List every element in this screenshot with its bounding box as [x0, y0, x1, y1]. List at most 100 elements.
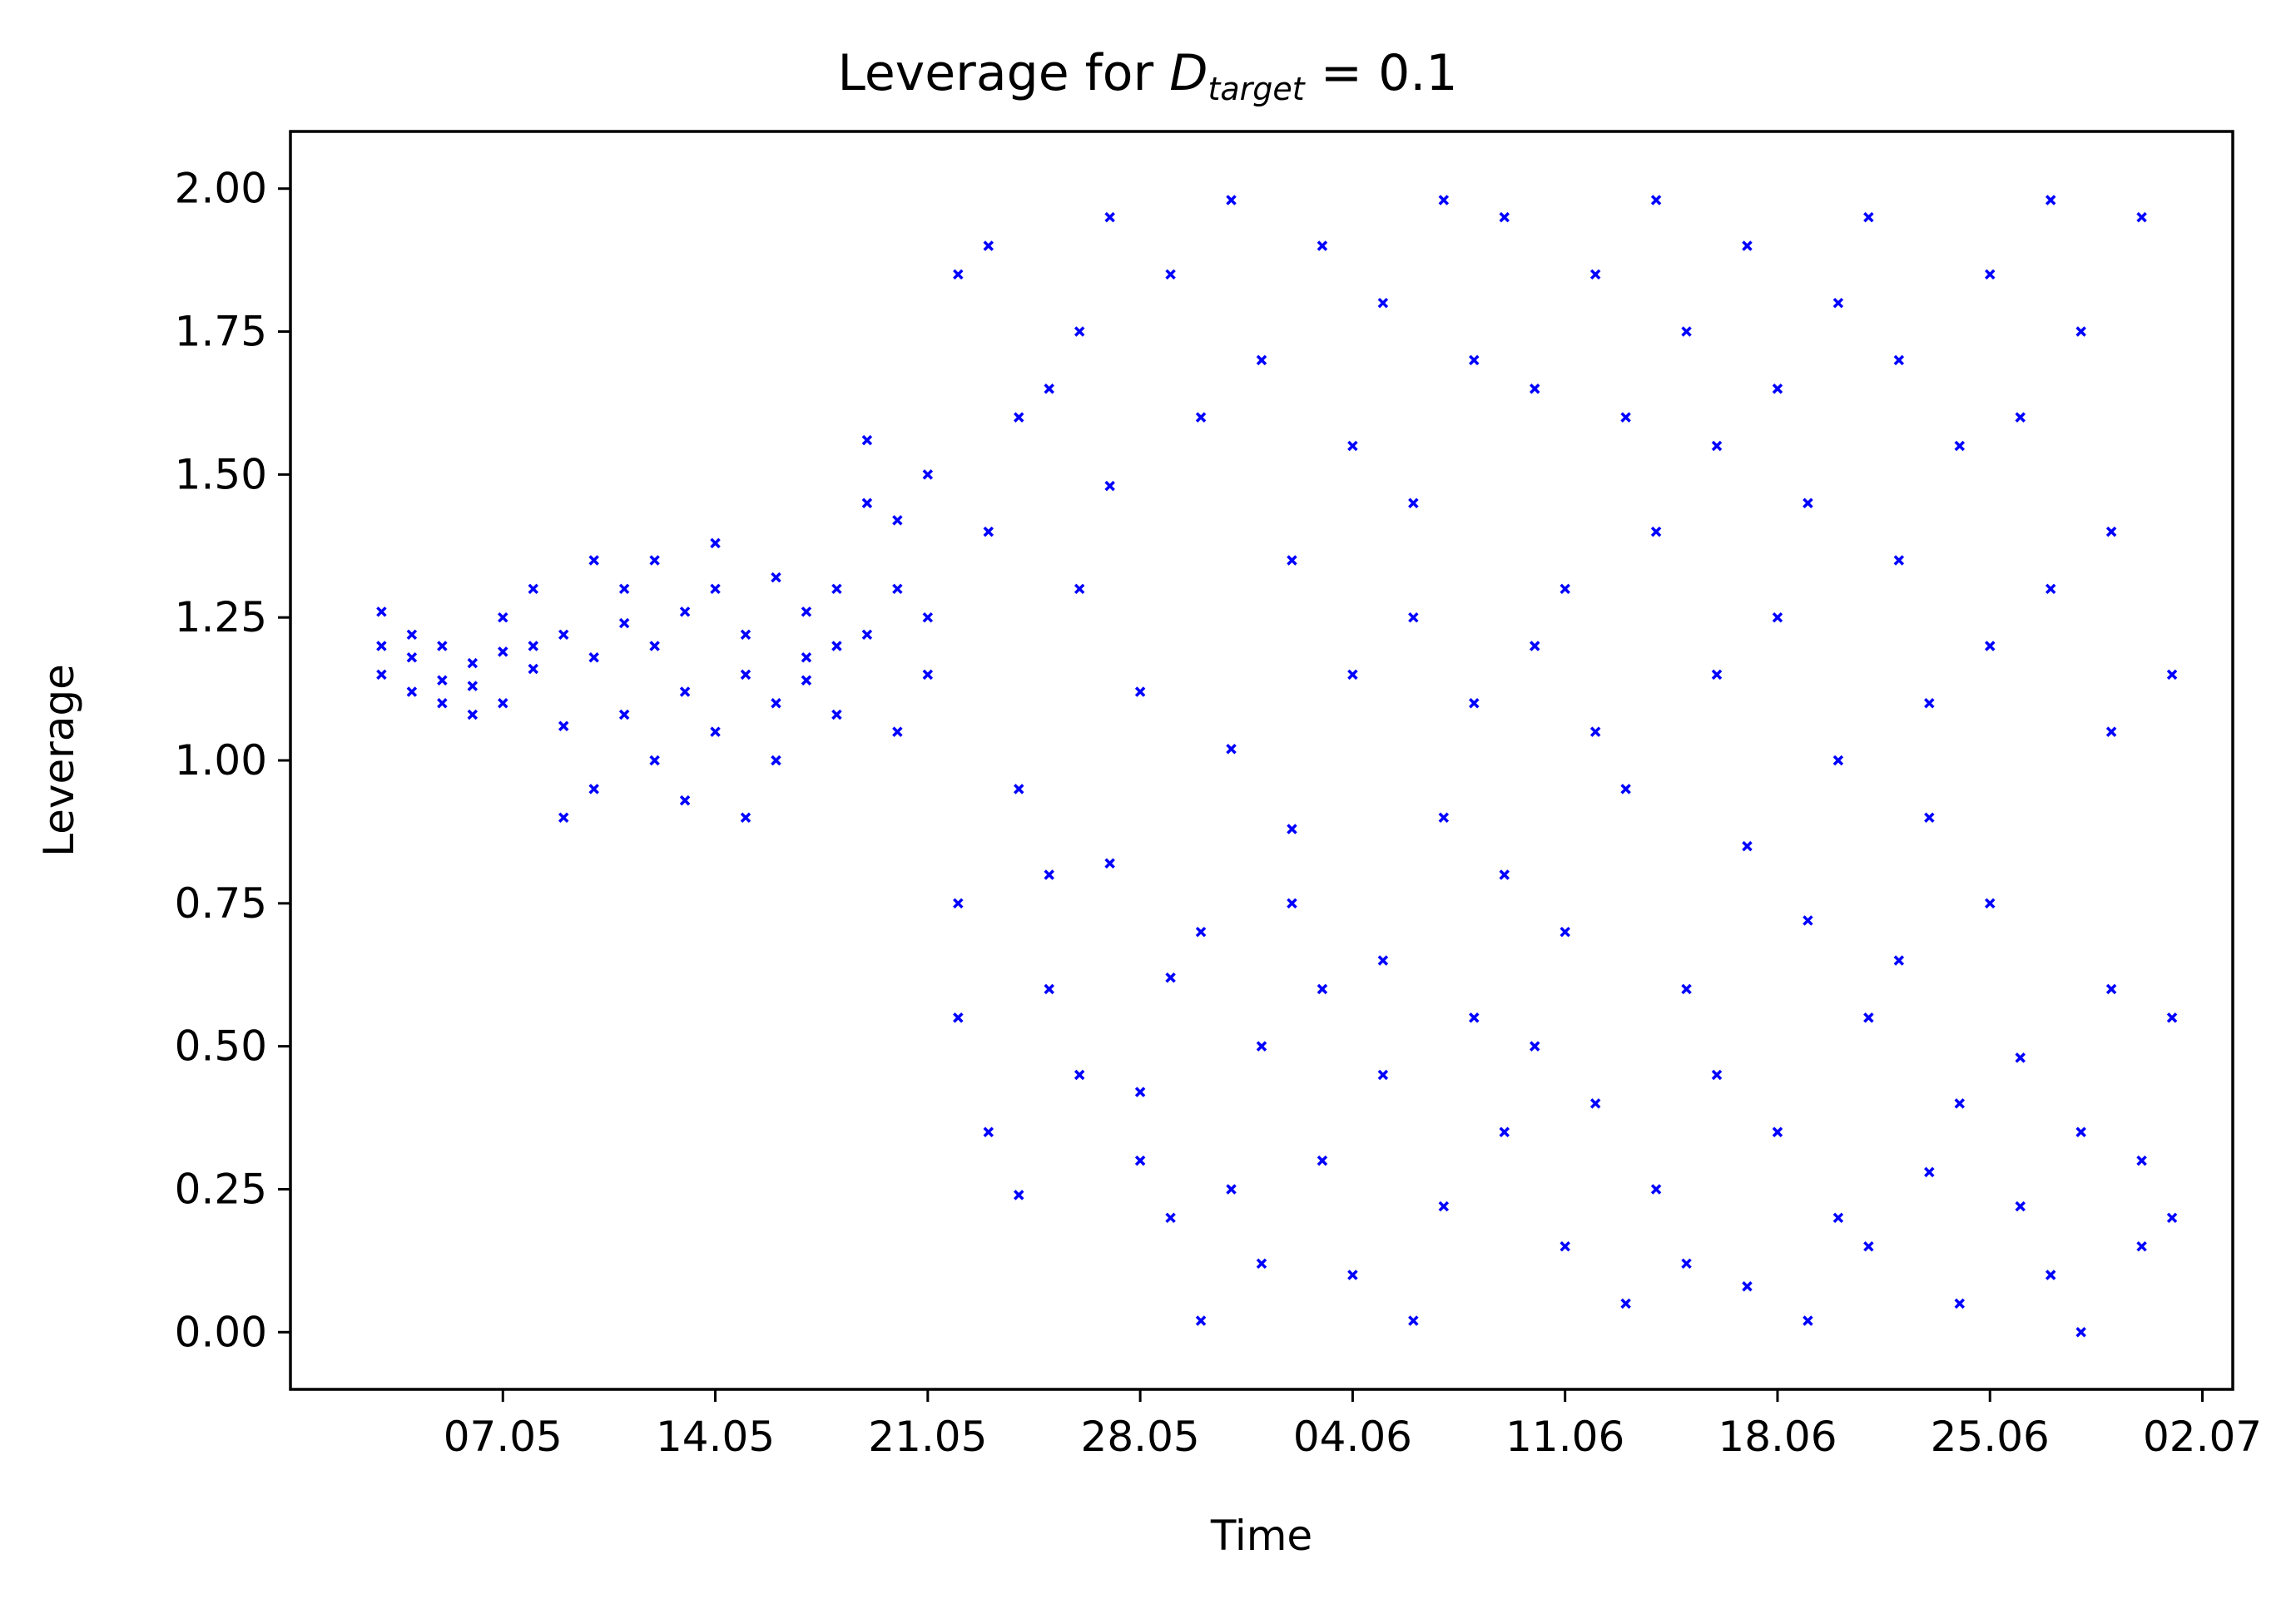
x-tick-label: 18.06 [1718, 1413, 1837, 1461]
chart-title: Leverage for Dtarget = 0.1 [837, 44, 1457, 107]
x-tick-label: 11.06 [1505, 1413, 1624, 1461]
y-tick-label: 0.25 [175, 1165, 267, 1213]
y-tick-label: 0.50 [175, 1022, 267, 1071]
data-point [467, 709, 479, 720]
data-point [1408, 1315, 1419, 1326]
data-point [1742, 840, 1753, 852]
data-point [2075, 326, 2086, 337]
data-point [1560, 926, 1570, 938]
data-point [1377, 1069, 1389, 1081]
data-point [1924, 698, 1935, 709]
data-point [2136, 211, 2147, 223]
data-point [2075, 1327, 2086, 1338]
data-point [467, 681, 479, 691]
data-point [1529, 384, 1540, 394]
data-point [771, 755, 781, 766]
data-point [618, 709, 630, 720]
data-point [953, 1012, 964, 1023]
x-tick-label: 21.05 [868, 1413, 987, 1461]
chart-title-prefix: Leverage for [837, 44, 1169, 102]
data-point [1317, 240, 1328, 251]
data-point [1832, 297, 1844, 309]
data-point [1954, 1298, 1966, 1309]
y-tick-label: 2.00 [175, 165, 267, 213]
data-point [1985, 269, 1996, 280]
data-point [649, 755, 660, 766]
data-point [892, 515, 903, 526]
y-tick-label: 0.00 [175, 1308, 267, 1356]
data-point [1165, 1212, 1176, 1224]
data-point [1104, 480, 1115, 492]
chart-title-suffix: = 0.1 [1305, 44, 1458, 102]
data-point [1226, 744, 1237, 755]
data-point [2015, 412, 2026, 423]
x-tick-label: 04.06 [1293, 1413, 1412, 1461]
data-point [710, 583, 721, 595]
data-point [406, 629, 418, 641]
y-axis-label: Leverage [35, 664, 83, 857]
x-tick-label: 28.05 [1081, 1413, 1200, 1461]
data-point [801, 675, 812, 686]
data-point [831, 709, 842, 720]
data-point [831, 583, 842, 595]
data-point [1317, 1155, 1328, 1166]
data-point [1347, 440, 1358, 452]
data-point [1589, 726, 1601, 737]
data-point [1711, 440, 1723, 452]
data-point [1863, 1240, 1874, 1252]
data-point [1742, 240, 1753, 251]
data-point [1803, 1315, 1813, 1326]
data-point [1287, 824, 1297, 834]
data-point [2105, 983, 2117, 995]
data-point [558, 812, 569, 823]
data-point [558, 720, 569, 732]
data-point [1195, 926, 1207, 938]
data-point [892, 583, 903, 595]
chart-title-subscript: target [1208, 71, 1306, 107]
x-tick-label: 02.07 [2143, 1413, 2262, 1461]
data-point [1044, 983, 1054, 995]
data-point [771, 698, 781, 709]
data-point [618, 617, 630, 629]
data-point [740, 629, 751, 641]
y-tick-label: 0.75 [175, 879, 267, 928]
data-point [1347, 1270, 1358, 1280]
y-axis-ticks: 0.00 0.25 0.50 0.75 1.00 1.25 1.50 1.75 2.00 [175, 165, 290, 1356]
data-point [1256, 1258, 1267, 1270]
data-point [1438, 1201, 1450, 1212]
data-point [1377, 297, 1389, 309]
data-point [2045, 195, 2056, 205]
data-point [892, 726, 903, 737]
data-point [1863, 211, 1874, 223]
data-point [801, 606, 812, 617]
data-point [1226, 1184, 1237, 1195]
data-point [1803, 915, 1813, 926]
data-point [679, 686, 691, 697]
data-point [2166, 669, 2178, 681]
data-point [861, 498, 873, 508]
data-point [922, 669, 934, 681]
data-point [1438, 812, 1450, 823]
data-point [1711, 669, 1723, 681]
data-point [1499, 211, 1510, 223]
data-point [2015, 1201, 2026, 1212]
data-point [771, 572, 781, 583]
data-point [1408, 611, 1419, 623]
data-point [983, 240, 994, 251]
data-point [831, 641, 842, 651]
data-point [618, 583, 630, 595]
data-point [649, 555, 660, 566]
data-point [2105, 726, 2117, 737]
data-point [710, 537, 721, 549]
data-point [2105, 526, 2117, 537]
data-point [588, 784, 599, 795]
data-point [1195, 1315, 1207, 1326]
data-point [1499, 869, 1510, 880]
data-point [2136, 1155, 2147, 1166]
data-point [1924, 812, 1935, 823]
data-point [1620, 412, 1631, 423]
data-point [1165, 269, 1176, 280]
x-axis-ticks: 07.05 14.05 21.05 28.05 04.06 11.06 18.06 25.06… [444, 1389, 2262, 1461]
data-point [983, 526, 994, 537]
